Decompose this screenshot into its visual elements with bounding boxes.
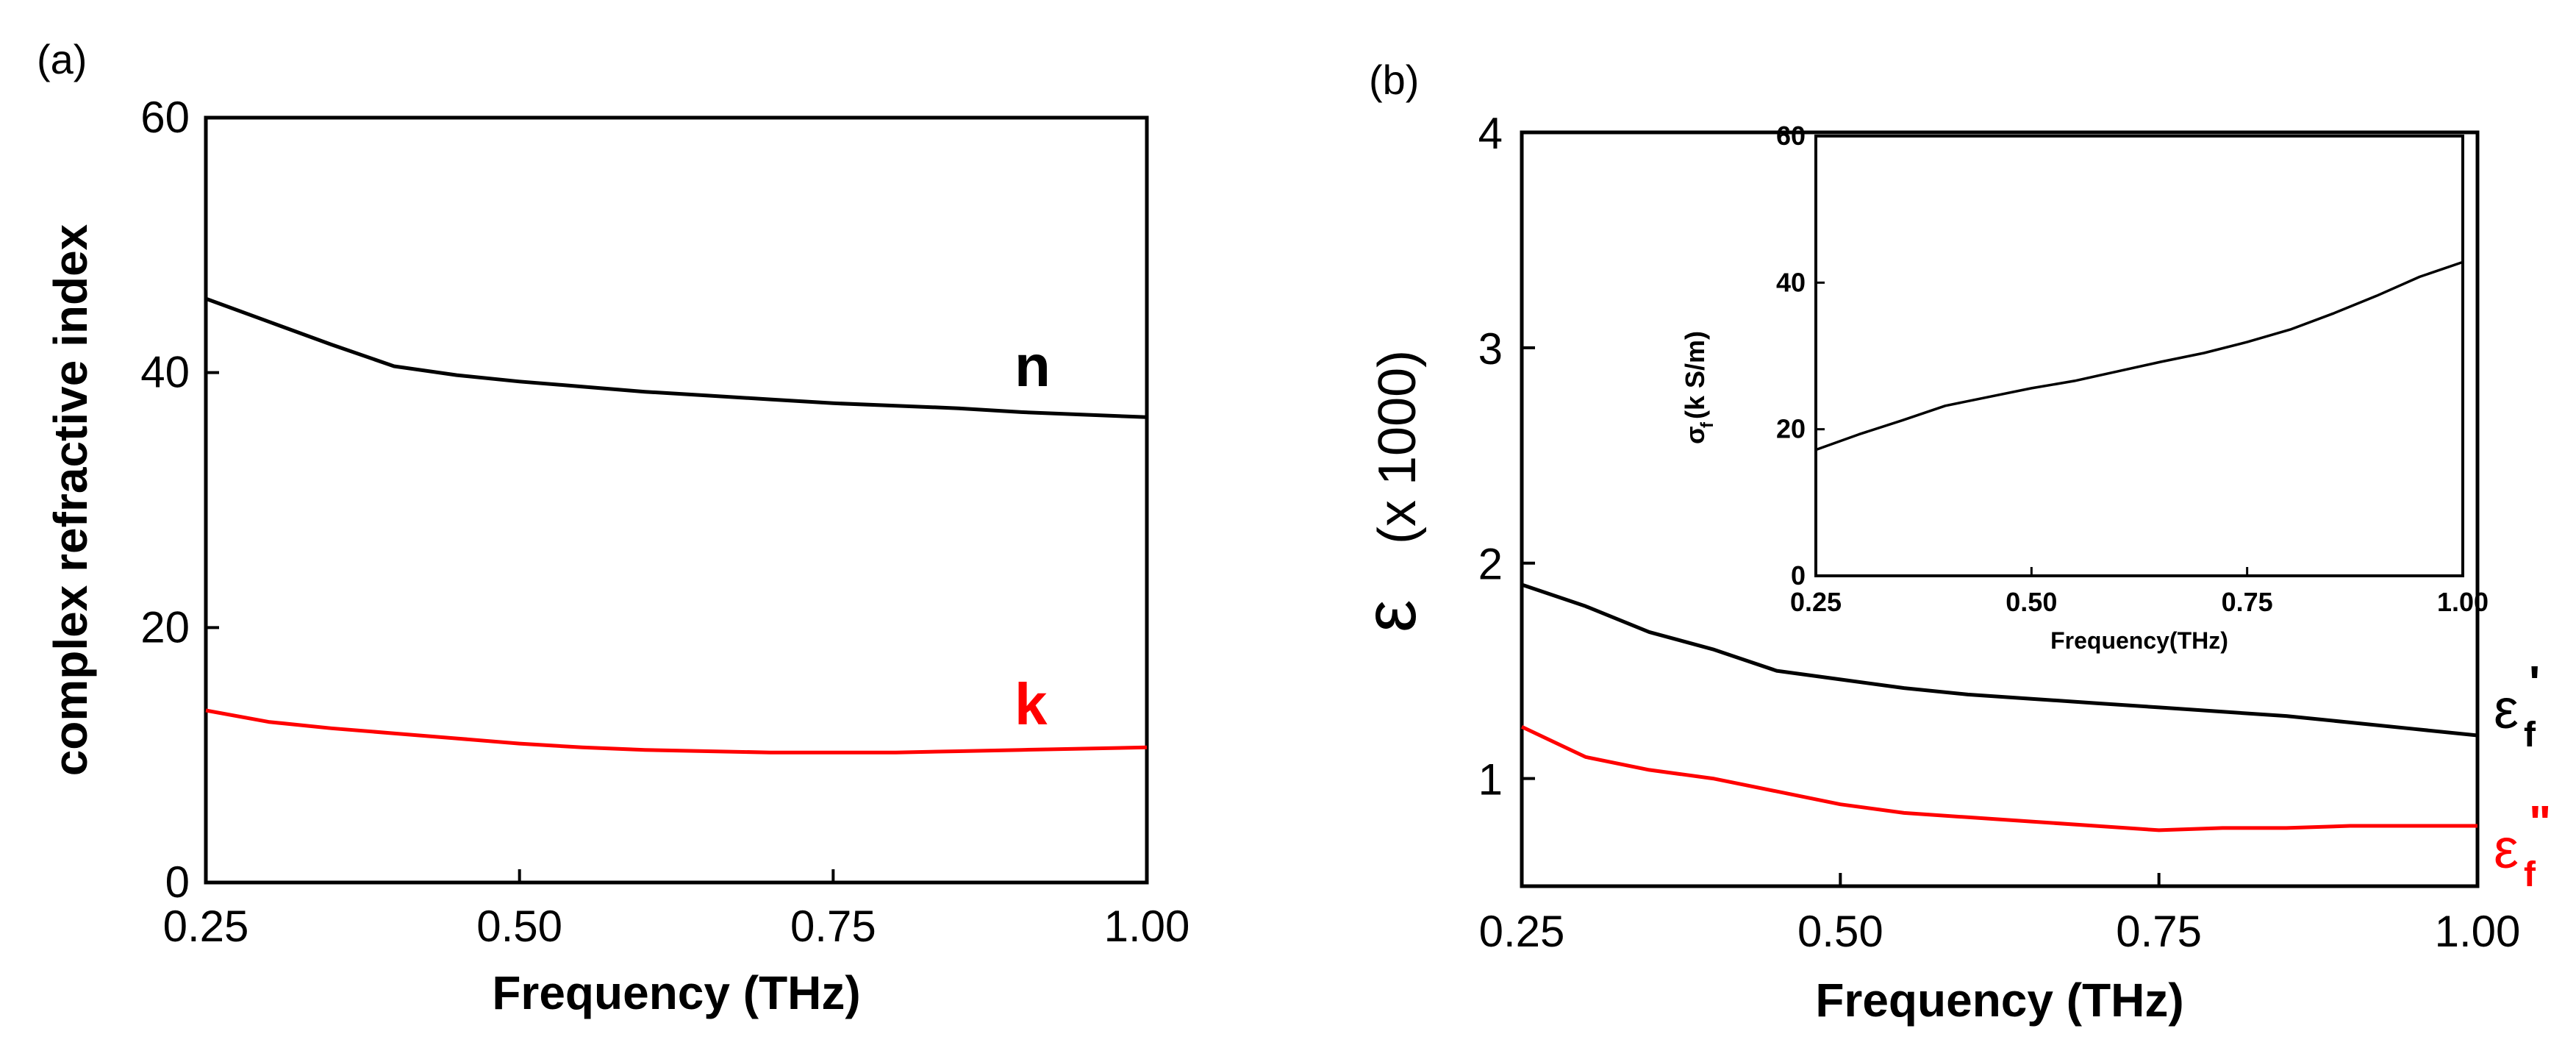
inset-y-axis-units: (k S/m) [1680,331,1710,419]
y-tick-label: 60 [1776,121,1806,151]
x-tick-label: 0.50 [1797,907,1883,956]
y-tick-label: 0 [1791,560,1806,591]
inset-frame [1814,135,2464,577]
plot-a-ticks: 0.25 0.50 0.75 1.00 0 20 40 60 [140,93,1189,951]
series-label-eps-f-dprime-symbol: ε [2494,818,2519,880]
y-tick-label: 1 [1478,755,1503,805]
inset-y-axis-symbol: σ [1680,426,1710,444]
y-tick-label: 20 [1776,414,1806,444]
x-tick-label: 0.75 [2116,907,2202,956]
y-tick-label: 40 [140,348,190,397]
plot-b-y-axis-label: ε (x 1000) [1349,350,1431,632]
y-tick-label: 3 [1478,324,1503,374]
y-tick-label: 4 [1478,109,1503,158]
x-tick-label: 0.50 [476,902,562,951]
inset-ticks: 0.25 0.50 0.75 1.00 0 20 40 60 [1776,121,2489,617]
x-tick-label: 0.25 [1479,907,1565,956]
plot-a-y-axis-label: complex refractive index [44,224,97,776]
series-label-eps-f-prime-sub: f [2524,716,2536,755]
y-tick-label: 60 [140,93,190,142]
series-line-b-1 [1520,725,2477,832]
series-label-eps-f-dprime: ε f " [2494,796,2551,894]
plot-a-frame [204,115,1149,885]
series-line-a-1 [205,708,1148,755]
series-line-a-0 [205,296,1148,419]
inset-x-axis-label: Frequency(THz) [2050,627,2228,654]
plot-b-y-axis-symbol: ε [1349,599,1431,632]
series-label-eps-f-prime-symbol: ε [2494,678,2519,741]
inset-y-axis-label: σ f (k S/m) [1680,331,1717,444]
series-label-eps-f-dprime-mark: " [2529,796,2551,849]
x-tick-label: 0.25 [163,902,249,951]
y-tick-label: 40 [1776,267,1806,297]
series-line-b-0 [1521,582,2478,738]
panel-b-label: (b) [1369,57,1419,103]
plot-a-series [205,296,1148,755]
inset-y-axis-sub: f [1697,421,1717,428]
plot-b-series [1520,582,2478,832]
x-tick-label: 0.75 [790,902,876,951]
series-label-n: n [1015,333,1051,399]
inset-series [1815,260,2464,452]
x-tick-label: 1.00 [1104,902,1190,951]
series-line-inset-0 [1815,260,2464,452]
panel-a-label: (a) [37,36,87,82]
series-label-eps-f-prime-mark: ' [2529,656,2540,709]
plot-b-ticks: 0.25 0.50 0.75 1.00 1 2 3 4 [1478,109,2521,956]
plot-b-inset: 0.25 0.50 0.75 1.00 0 20 40 60 Frequency(THz) σ… [1680,121,2489,654]
series-label-k: k [1015,671,1048,737]
y-tick-label: 2 [1478,540,1503,589]
series-label-eps-f-prime: ε f ' [2494,656,2540,755]
series-label-eps-f-dprime-sub: f [2524,855,2536,894]
plot-b-frame [1520,130,2480,888]
plot-b-x-axis-label: Frequency (THz) [1815,974,2183,1027]
x-tick-label: 0.25 [1790,587,1842,617]
y-tick-label: 0 [165,857,190,907]
plot-b: 0.25 0.50 0.75 1.00 1 2 3 4 Frequency (THz) ε (… [1349,109,2551,1027]
plot-b-y-axis-units: (x 1000) [1368,350,1427,544]
y-tick-label: 20 [140,602,190,652]
x-tick-label: 0.75 [2222,587,2273,617]
x-tick-label: 1.00 [2435,907,2521,956]
x-tick-label: 1.00 [2437,587,2489,617]
x-tick-label: 0.50 [2006,587,2057,617]
plot-a-x-axis-label: Frequency (THz) [492,966,860,1019]
